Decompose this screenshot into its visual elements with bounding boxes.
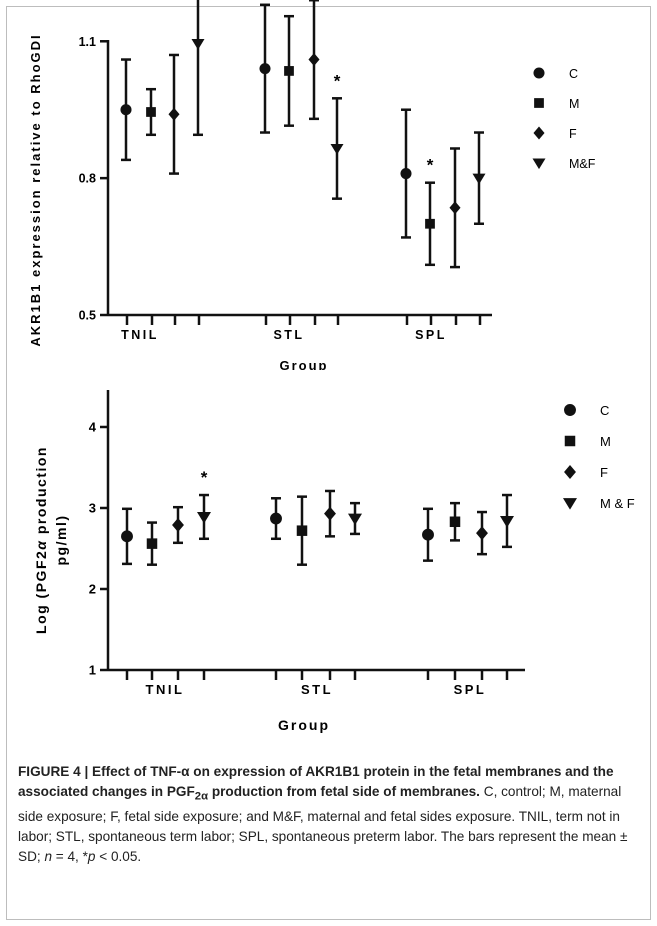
legend-marker xyxy=(564,404,576,416)
data-point xyxy=(172,518,184,533)
legend-label: C xyxy=(569,67,578,81)
significance-asterisk: * xyxy=(427,156,434,175)
significance-asterisk: * xyxy=(201,468,208,487)
legend-marker xyxy=(564,465,576,479)
y-axis-label-line1: Log (PGF2α production xyxy=(33,446,49,634)
data-point xyxy=(296,525,308,536)
legend-marker xyxy=(533,67,545,79)
x-tick-label: SPL xyxy=(454,682,487,697)
x-axis-label: Group xyxy=(280,358,329,370)
data-point xyxy=(422,528,434,541)
data-point xyxy=(476,526,488,541)
y-tick-label: 1 xyxy=(89,663,96,678)
y-tick-label: 0.5 xyxy=(79,309,96,323)
x-tick-label: STL xyxy=(273,328,304,342)
data-point xyxy=(330,143,344,155)
legend-marker xyxy=(533,126,545,140)
legend-marker xyxy=(532,158,546,170)
caption-n-var: n xyxy=(44,848,52,864)
caption-alpha: α xyxy=(181,764,190,779)
x-tick-label: TNIL xyxy=(146,682,185,697)
legend-label: M&F xyxy=(569,157,596,171)
legend-label: F xyxy=(600,465,608,480)
caption-mid: on expression of AKR1B1 protein in the f… xyxy=(18,764,614,799)
legend-label: M xyxy=(569,97,579,111)
caption-p-var: p xyxy=(87,848,96,864)
data-point xyxy=(308,53,320,67)
caption-n-text: = 4, * xyxy=(52,848,88,864)
y-tick-label: 0.8 xyxy=(79,172,96,186)
data-point xyxy=(449,516,461,528)
data-point xyxy=(146,107,156,117)
data-point xyxy=(168,107,180,121)
y-axis-label-rest: production xyxy=(33,446,49,540)
legend-label: M & F xyxy=(600,496,635,511)
data-point xyxy=(259,63,271,75)
legend-label: C xyxy=(600,403,609,418)
data-point xyxy=(121,530,133,543)
legend-label: F xyxy=(569,127,577,141)
data-point xyxy=(324,506,336,521)
data-point xyxy=(400,168,412,180)
data-point xyxy=(191,39,205,50)
data-point xyxy=(270,512,282,525)
caption-lead: FIGURE 4 | Effect of TNF- xyxy=(18,764,182,779)
caption-body: C, control; M, maternal side exposure; F… xyxy=(18,784,628,864)
legend-marker xyxy=(563,498,577,510)
y-tick-label: 1.1 xyxy=(79,35,96,49)
chart-akr1b1-expression: AKR1B1 expression relative to RhoGDI Gro… xyxy=(28,0,596,370)
data-point xyxy=(449,201,461,215)
y-tick-label: 2 xyxy=(89,581,96,596)
legend-marker xyxy=(534,98,544,108)
y-axis-label-line2: pg/ml) xyxy=(53,515,69,566)
chart-pgf2a-production: Log (PGF2α production pg/ml) Group 1 2 3 4 T… xyxy=(33,390,635,733)
x-axis-label: Group xyxy=(278,717,330,733)
caption-p-text: < 0.05. xyxy=(95,848,142,864)
data-point xyxy=(500,516,514,528)
figure-frame xyxy=(6,6,651,920)
x-tick-label: TNIL xyxy=(121,328,159,342)
data-point xyxy=(197,512,211,524)
y-axis-label-line1: AKR1B1 expression relative to RhoGDI xyxy=(28,33,43,346)
data-point xyxy=(146,538,158,549)
y-tick-label: 3 xyxy=(89,500,96,515)
x-tick-label: STL xyxy=(301,682,333,697)
caption-subscript: 2α xyxy=(194,790,209,803)
legend-label: M xyxy=(600,434,611,449)
significance-asterisk: * xyxy=(334,71,341,90)
data-point xyxy=(120,104,132,116)
data-point xyxy=(348,513,362,526)
caption-tail: production from fetal side of membranes. xyxy=(208,784,480,799)
data-point xyxy=(472,173,486,185)
figure-caption: FIGURE 4 | Effect of TNF-α on expression… xyxy=(18,762,648,867)
y-axis-label-alpha: α xyxy=(33,540,49,550)
legend-marker xyxy=(564,435,576,447)
y-tick-label: 4 xyxy=(89,419,97,434)
y-axis-label-main: Log (PGF2 xyxy=(33,550,49,634)
x-tick-label: SPL xyxy=(415,328,447,342)
data-point xyxy=(284,66,294,76)
data-point xyxy=(425,218,435,229)
